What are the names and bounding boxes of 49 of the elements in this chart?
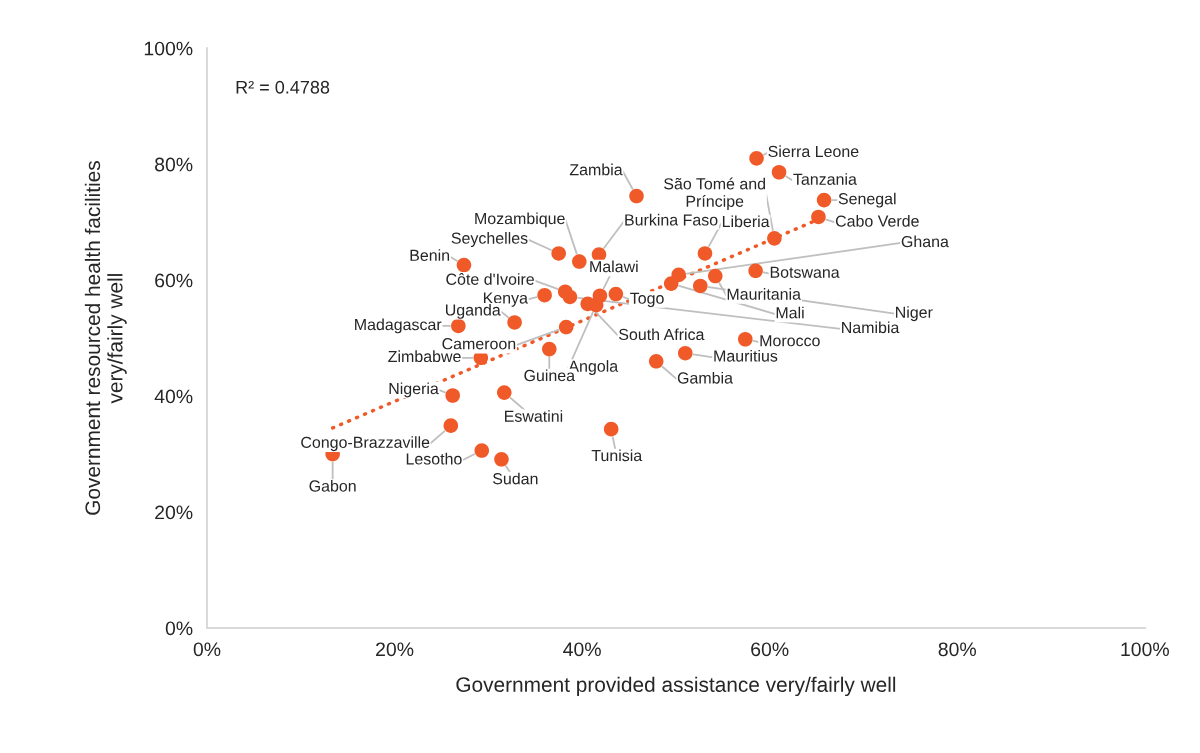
y-axis-title: Government resourced health facilities very/fairly well — [84, 161, 127, 515]
x-tick-label: 0% — [193, 642, 221, 657]
series-label: Nigeria — [389, 382, 439, 398]
series-label: Mozambique — [475, 212, 565, 228]
y-tick-label: 60% — [155, 273, 193, 288]
series-label: Botswana — [770, 266, 840, 278]
text: Namibia — [842, 321, 900, 334]
series-label: Togo — [630, 292, 664, 308]
series-label: Zambia — [569, 163, 623, 176]
series-label: Benin — [410, 249, 450, 261]
series-label: Tanzania — [793, 173, 857, 185]
series-label: Sierra Leone — [768, 145, 859, 158]
series-label: Eswatini — [505, 410, 563, 422]
series-label: Congo-Brazzaville — [301, 436, 430, 452]
annotation: R² = 0.4788 — [236, 80, 330, 94]
x-axis-title: Government provided assistance very/fairly well — [456, 676, 896, 697]
x-tick-label: 100% — [1121, 642, 1169, 657]
series-label: Côte d'Ivoire — [446, 273, 534, 285]
series-label: Sudan — [492, 472, 538, 485]
x-tick-label: 60% — [751, 642, 789, 657]
series-label: São Tomé and Príncipe — [664, 177, 766, 211]
series-label: Senegal — [838, 192, 896, 208]
y-tick-label: 80% — [155, 157, 193, 172]
series-label: Liberia — [722, 215, 770, 228]
x-tick-label: 80% — [938, 642, 977, 657]
series-label: Burkina Faso — [625, 213, 718, 226]
series-label: Lesotho — [406, 452, 462, 465]
text: Cameroon — [442, 338, 516, 350]
y-tick-label: 40% — [154, 389, 193, 404]
text: Ghana — [901, 235, 949, 248]
series-label: Morocco — [760, 335, 820, 347]
text: South Africa — [619, 328, 705, 341]
y-tick-label: 20% — [155, 505, 193, 520]
text: Mali — [776, 306, 804, 319]
y-tick-label: 100% — [144, 41, 193, 56]
series-label: Cabo Verde — [835, 215, 919, 227]
series-label: Mauritania — [727, 288, 801, 300]
text: Niger — [896, 306, 933, 322]
series-label: Madagascar — [355, 318, 442, 334]
series-label: Malawi — [590, 260, 638, 273]
series-label: Gambia — [677, 371, 733, 384]
x-tick-label: 40% — [563, 642, 601, 657]
series-label: Zimbabwe — [388, 350, 461, 363]
x-tick-label: 20% — [376, 642, 414, 657]
series-label: Mauritius — [714, 349, 778, 362]
series-label: Tunisia — [591, 449, 643, 462]
y-tick-label: 0% — [165, 621, 193, 636]
series-label: Gabon — [309, 479, 356, 492]
series-label: Seychelles — [451, 232, 528, 247]
